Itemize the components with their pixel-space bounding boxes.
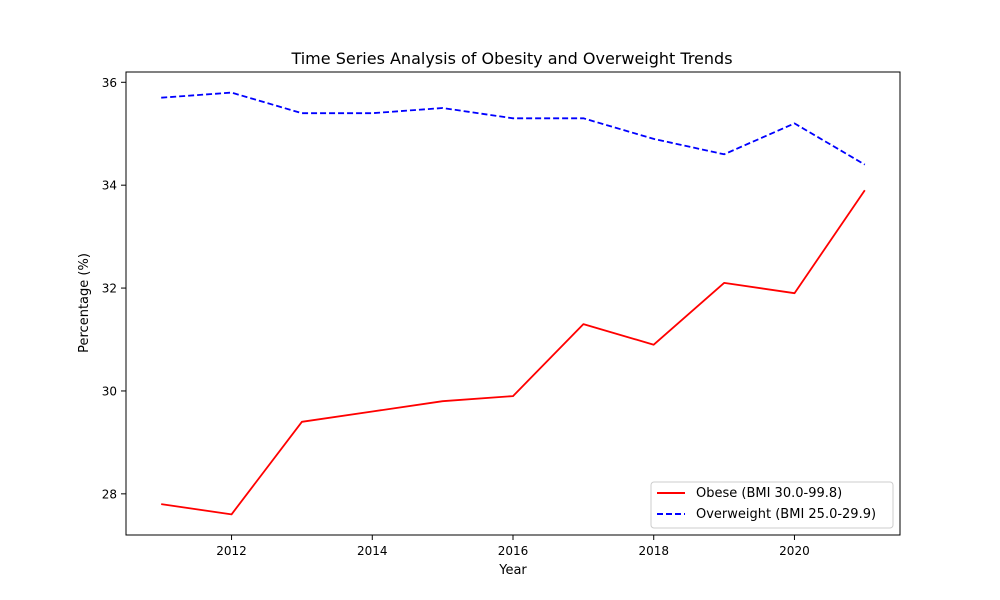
x-axis-label: Year xyxy=(498,563,527,578)
legend: Obese (BMI 30.0-99.8) Overweight (BMI 25… xyxy=(650,481,894,529)
y-tick-label: 36 xyxy=(102,76,117,90)
chart-title: Time Series Analysis of Obesity and Over… xyxy=(290,49,732,68)
y-tick-label: 28 xyxy=(102,487,117,501)
legend-label-overweight: Overweight (BMI 25.0-29.9) xyxy=(696,507,876,522)
x-tick-label: 2020 xyxy=(779,544,810,558)
x-tick-label: 2012 xyxy=(216,544,247,558)
y-tick-label: 30 xyxy=(102,384,117,398)
x-tick-label: 2016 xyxy=(498,544,529,558)
x-tick-label: 2014 xyxy=(357,544,388,558)
series-line-obese xyxy=(161,189,866,516)
y-axis: 28 30 32 34 36 xyxy=(102,76,126,501)
legend-box xyxy=(650,481,894,529)
x-tick-label: 2018 xyxy=(638,544,669,558)
plot-area xyxy=(161,91,866,516)
y-tick-label: 34 xyxy=(102,179,117,193)
series-line-overweight xyxy=(161,91,866,166)
y-axis-label: Percentage (%) xyxy=(77,253,92,353)
x-axis: 2012 2014 2016 2018 2020 xyxy=(216,535,810,558)
legend-label-obese: Obese (BMI 30.0-99.8) xyxy=(696,486,842,501)
y-tick-label: 32 xyxy=(102,282,117,296)
